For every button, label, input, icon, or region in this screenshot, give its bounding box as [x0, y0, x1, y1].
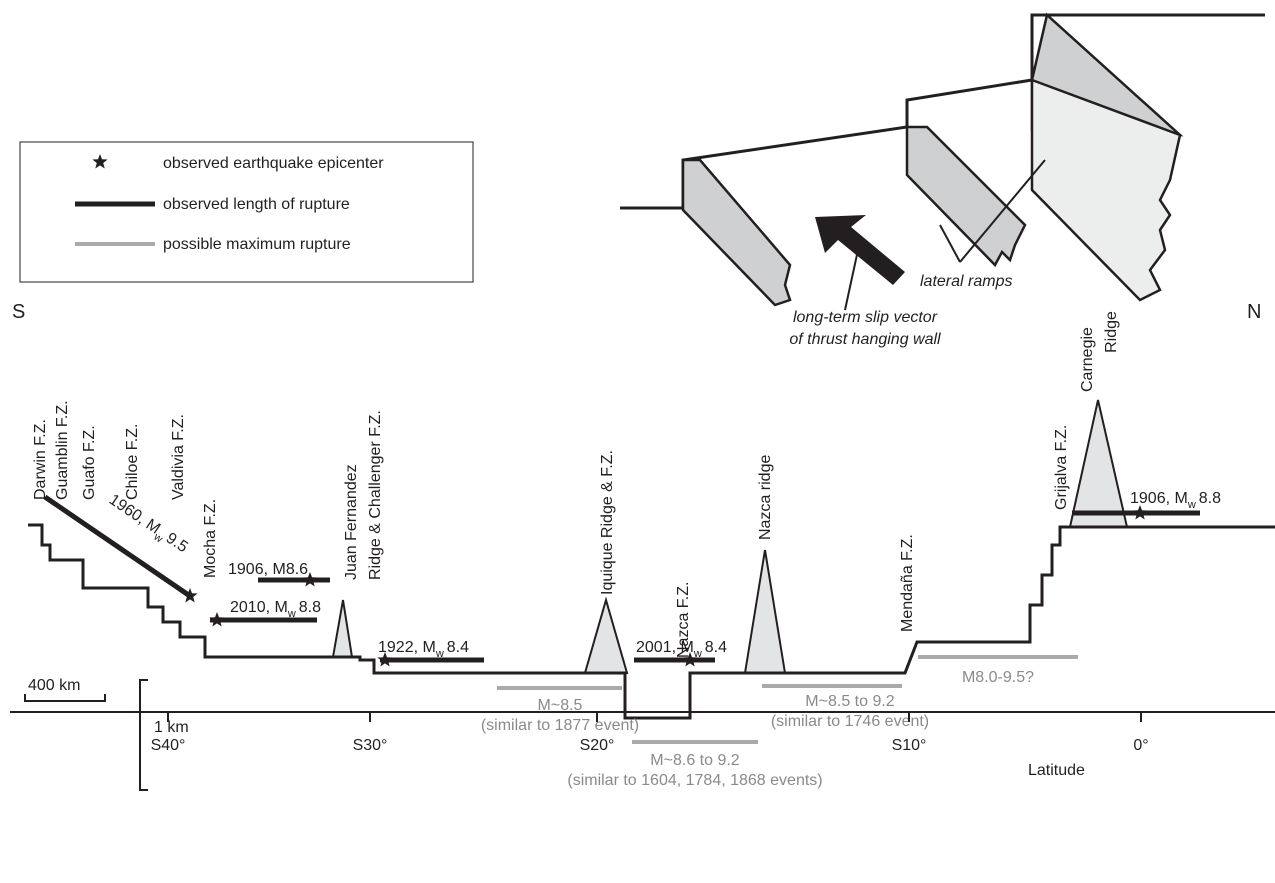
annotation: of thrust hanging wall [789, 331, 941, 348]
event-label: 1906, M8.6 [228, 561, 308, 578]
legend-text: observed earthquake epicenter [163, 155, 384, 172]
feature-label: Guafo F.Z. [81, 425, 98, 500]
possible-label: M8.0-9.5? [962, 669, 1034, 686]
annotation: lateral ramps [920, 273, 1012, 290]
scale-label: 1 km [154, 719, 189, 736]
feature-label: Guamblin F.Z. [54, 400, 71, 500]
feature-label: Iquique Ridge & F.Z. [599, 450, 616, 595]
feature-label: Juan Fernandez [343, 464, 360, 580]
axis-tick-label: 0° [1133, 737, 1148, 754]
feature-label: Nazca ridge [757, 455, 774, 540]
figure: observed earthquake epicenter observed l… [0, 0, 1275, 883]
block-diagram [620, 15, 1265, 310]
possible-label: M~8.5 to 9.2 [805, 693, 894, 710]
legend-text: observed length of rupture [163, 196, 350, 213]
possible-label: M~8.6 to 9.2 [650, 752, 739, 769]
epicenter-star [92, 154, 107, 169]
scale-label: 400 km [28, 677, 80, 694]
axis-label: Latitude [1028, 762, 1085, 779]
possible-label: (similar to 1746 event) [771, 713, 929, 730]
axis-tick-label: S10° [892, 737, 927, 754]
annotation: long-term slip vector [793, 309, 938, 326]
feature-label: Chiloe F.Z. [124, 424, 141, 500]
direction: N [1247, 301, 1261, 323]
feature-label: Mendaña F.Z. [899, 534, 916, 632]
epicenter-star [209, 612, 224, 627]
direction: S [12, 301, 25, 323]
slip-arrow [815, 215, 905, 285]
feature-label: Ridge & Challenger F.Z. [367, 410, 384, 580]
feature-label: Ridge [1103, 311, 1120, 353]
scale-bar [25, 694, 105, 701]
event-label: 1960, Mw9.5 [104, 491, 191, 559]
feature-label: Darwin F.Z. [32, 419, 49, 500]
possible-label: (similar to 1604, 1784, 1868 events) [567, 772, 822, 789]
feature-label: Grijalva F.Z. [1053, 425, 1070, 510]
scale-bar [140, 680, 148, 790]
feature-label: Carnegie [1079, 327, 1096, 392]
possible-label: (similar to 1877 event) [481, 717, 639, 734]
feature-label: Mocha F.Z. [202, 499, 219, 578]
feature-label: Valdivia F.Z. [170, 414, 187, 500]
axis-tick-label: S20° [580, 737, 615, 754]
legend-text: possible maximum rupture [163, 236, 351, 253]
axis-tick-label: S30° [353, 737, 388, 754]
epicenter-star [1132, 505, 1147, 520]
axis-tick-label: S40° [151, 737, 186, 754]
